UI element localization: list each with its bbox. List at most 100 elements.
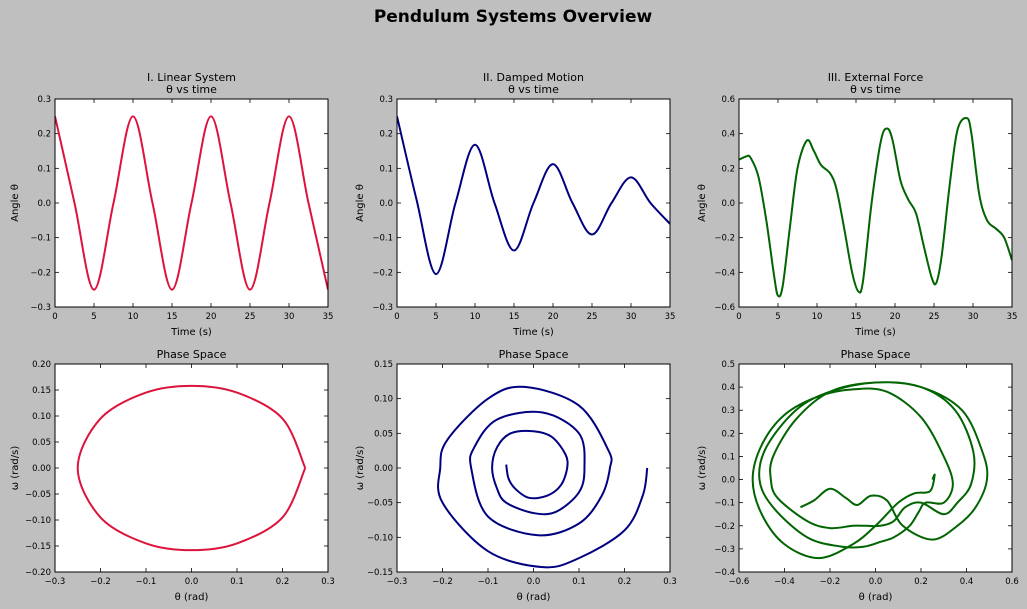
y-tick-label: −0.10 bbox=[25, 516, 51, 526]
y-tick-label: 0.1 bbox=[37, 164, 51, 174]
series-line bbox=[55, 115, 328, 291]
subplot-title-line: θ vs time bbox=[508, 83, 559, 96]
y-tick-label: −0.2 bbox=[372, 268, 393, 278]
y-tick-label: 0.3 bbox=[379, 95, 393, 105]
x-tick-label: 30 bbox=[284, 312, 295, 322]
series-line bbox=[397, 116, 670, 276]
x-tick-label: 35 bbox=[323, 312, 334, 322]
plot-area bbox=[739, 364, 1012, 572]
y-tick-label: −0.2 bbox=[30, 268, 51, 278]
subplot-title-line: Phase Space bbox=[499, 348, 569, 361]
x-tick-label: 35 bbox=[665, 312, 676, 322]
plot-frame bbox=[738, 363, 1013, 573]
y-tick-label: −0.3 bbox=[30, 303, 51, 313]
x-tick-label: 0.0 bbox=[185, 577, 199, 587]
y-tick-label: 0.15 bbox=[32, 386, 51, 396]
x-tick-label: 0.6 bbox=[1005, 577, 1019, 587]
y-tick-label: 0.05 bbox=[374, 429, 393, 439]
x-tick-label: 0.3 bbox=[663, 577, 677, 587]
x-tick-label: −0.1 bbox=[136, 577, 157, 587]
x-tick-label: 25 bbox=[245, 312, 256, 322]
y-tick-label: −0.3 bbox=[714, 545, 735, 555]
subplot-6: Phase Space−0.6 −0.4 −0.2 0.0 0.2 0.4 0.6−0.4−… bbox=[697, 348, 1019, 603]
subplot-title-line: I. Linear System bbox=[147, 71, 236, 84]
y-tick-label: −0.4 bbox=[714, 568, 735, 578]
y-tick-label: −0.20 bbox=[25, 568, 51, 578]
subplot-title-line: Phase Space bbox=[841, 348, 911, 361]
x-tick-label: 5 bbox=[91, 312, 96, 322]
x-tick-label: 30 bbox=[626, 312, 637, 322]
x-tick-label: 0.0 bbox=[527, 577, 541, 587]
figure-suptitle: Pendulum Systems Overview bbox=[374, 7, 653, 27]
y-tick-label: 0.10 bbox=[374, 395, 393, 405]
x-tick-label: 5 bbox=[775, 312, 780, 322]
x-tick-label: 35 bbox=[1007, 312, 1018, 322]
x-tick-label: 0.2 bbox=[618, 577, 632, 587]
y-tick-label: −0.15 bbox=[367, 568, 393, 578]
y-axis-label: ω (rad/s) bbox=[355, 446, 366, 491]
subplot-title-line: θ vs time bbox=[850, 83, 901, 96]
series-line bbox=[751, 381, 989, 560]
x-tick-label: 0.1 bbox=[572, 577, 586, 587]
y-tick-label: 0.2 bbox=[37, 130, 51, 140]
y-tick-label: −0.1 bbox=[372, 234, 393, 244]
x-tick-label: 25 bbox=[587, 312, 598, 322]
y-tick-label: 0.0 bbox=[721, 199, 735, 209]
y-tick-label: 0.2 bbox=[379, 130, 393, 140]
plot-frame bbox=[54, 363, 329, 573]
y-tick-label: 0.0 bbox=[37, 199, 51, 209]
y-tick-label: 0.00 bbox=[32, 464, 51, 474]
y-tick-label: 0.4 bbox=[721, 383, 735, 393]
x-tick-label: −0.6 bbox=[729, 577, 750, 587]
x-tick-label: 0.3 bbox=[321, 577, 335, 587]
x-tick-label: 15 bbox=[167, 312, 178, 322]
subplot-title-line: Phase Space bbox=[157, 348, 227, 361]
x-tick-label: 20 bbox=[206, 312, 217, 322]
y-tick-label: −0.05 bbox=[25, 490, 51, 500]
subplot-4: Phase Space −0.3 −0.2 −0.1 0.0 0.1 0.2 0.3 −0.20… bbox=[10, 348, 335, 603]
series-line bbox=[76, 384, 307, 552]
x-tick-label: 0 bbox=[736, 312, 741, 322]
x-tick-label: 25 bbox=[929, 312, 940, 322]
y-axis-label: Angle θ bbox=[697, 184, 708, 222]
plot-frame bbox=[54, 98, 329, 308]
y-tick-label: −0.4 bbox=[714, 268, 735, 278]
y-tick-label: −0.05 bbox=[367, 499, 393, 509]
x-tick-label: −0.2 bbox=[432, 577, 453, 587]
x-tick-label: −0.3 bbox=[387, 577, 408, 587]
x-tick-label: 0.1 bbox=[230, 577, 244, 587]
x-axis-label: Time (s) bbox=[170, 327, 212, 338]
y-axis-label: ω (rad/s) bbox=[697, 446, 708, 491]
y-tick-label: 0.3 bbox=[721, 406, 735, 416]
y-tick-label: −0.2 bbox=[714, 522, 735, 532]
y-tick-label: 0.5 bbox=[721, 360, 735, 370]
y-tick-label: −0.1 bbox=[30, 234, 51, 244]
x-tick-label: −0.2 bbox=[820, 577, 841, 587]
series-line bbox=[739, 116, 1012, 298]
x-tick-label: 5 bbox=[433, 312, 438, 322]
x-tick-label: 10 bbox=[128, 312, 139, 322]
y-tick-label: 0.10 bbox=[32, 412, 51, 422]
y-tick-label: −0.6 bbox=[714, 303, 735, 313]
y-tick-label: −0.2 bbox=[714, 234, 735, 244]
x-tick-label: 30 bbox=[968, 312, 979, 322]
y-tick-label: 0.4 bbox=[721, 130, 735, 140]
y-axis-label: Angle θ bbox=[10, 184, 21, 222]
y-tick-label: 0.1 bbox=[379, 164, 393, 174]
y-tick-label: 0.1 bbox=[721, 452, 735, 462]
y-tick-label: 0.20 bbox=[32, 360, 51, 370]
y-tick-label: 0.0 bbox=[721, 476, 735, 486]
x-tick-label: 10 bbox=[812, 312, 823, 322]
y-axis-label: ω (rad/s) bbox=[10, 446, 21, 491]
y-tick-label: 0.2 bbox=[721, 164, 735, 174]
y-tick-label: 0.6 bbox=[721, 95, 735, 105]
y-axis-label: Angle θ bbox=[355, 184, 366, 222]
x-tick-label: 0.4 bbox=[960, 577, 974, 587]
series-line bbox=[437, 385, 649, 569]
x-tick-label: −0.1 bbox=[478, 577, 499, 587]
x-axis-label: θ (rad) bbox=[517, 592, 551, 603]
